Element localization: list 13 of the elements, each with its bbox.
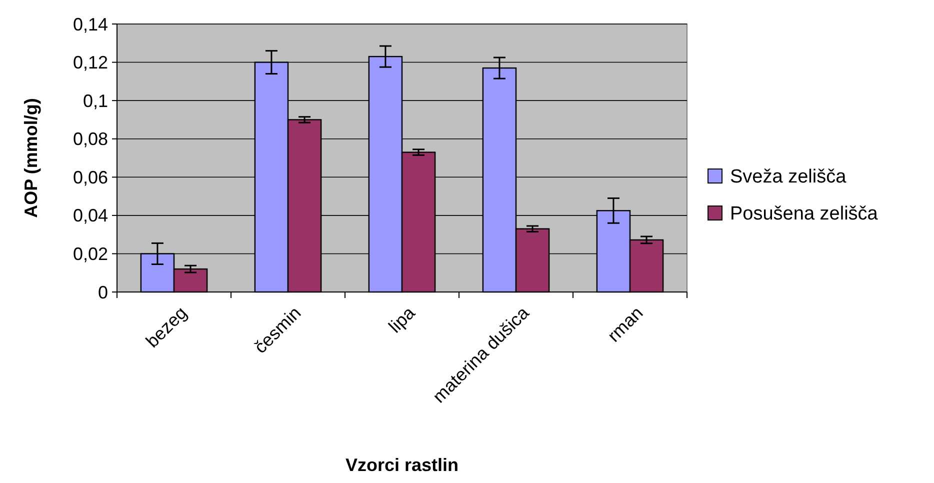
y-tick-label: 0,08 bbox=[72, 129, 108, 150]
y-tick-label: 0,02 bbox=[72, 244, 108, 264]
y-tick-label: 0,04 bbox=[72, 206, 108, 226]
y-tick-label: 0,1 bbox=[82, 90, 108, 111]
x-tick-label: lipa bbox=[384, 302, 420, 337]
y-tick-label: 0 bbox=[98, 282, 108, 302]
y-tick-label: 0,06 bbox=[72, 167, 108, 188]
y-tick-label: 0,12 bbox=[72, 52, 108, 73]
legend-label: Sveža zelišča bbox=[730, 166, 847, 188]
y-axis-title: AOP (mmol/g) bbox=[21, 98, 41, 218]
y-tick-label: 0,14 bbox=[72, 14, 108, 34]
legend-label: Posušena zelišča bbox=[730, 204, 878, 225]
x-axis-title: Vzorci rastlin bbox=[345, 455, 459, 475]
